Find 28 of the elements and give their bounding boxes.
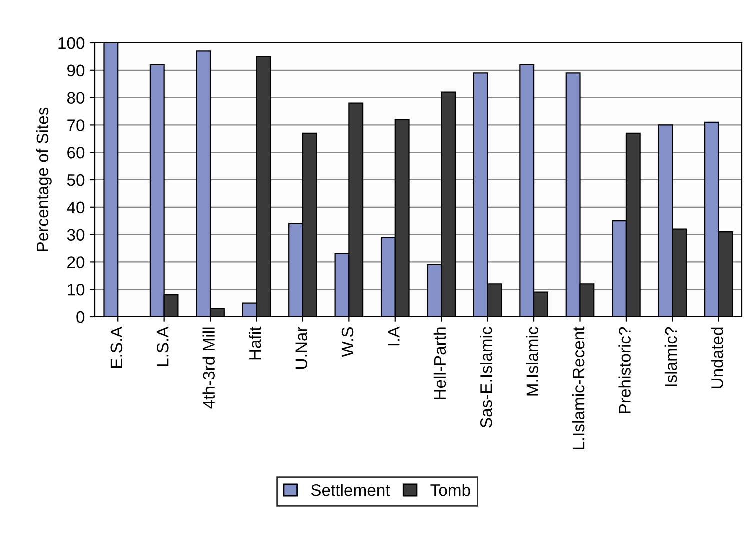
y-tick-label: 10 [68,284,85,296]
y-tick-label: 100 [58,37,85,50]
y-tick-label: 60 [68,147,85,159]
x-tick-label: Hafit [248,326,262,360]
y-tick-label: 80 [67,92,85,104]
y-tick-label: 40 [67,202,85,214]
y-tick-label: 20 [68,256,85,268]
x-tick-label: Islamic? [664,327,678,386]
x-tick-label: M.Islamic [526,327,539,396]
x-tick-label: L.S.A [156,326,169,366]
x-tick-label: Sas-E.Islamic [480,327,492,428]
x-tick-label: U.Nar [296,327,308,369]
x-tick-label: Undated [711,328,724,388]
x-tick-label: Prehistoric? [618,327,631,414]
legend-label: Settlement [311,484,390,496]
y-tick-label: 50 [67,174,85,186]
y-tick-label: 90 [68,64,85,77]
x-tick-label: I.A [388,326,400,346]
y-tick-label: 30 [67,229,85,242]
legend-label: Tomb [430,484,470,496]
y-tick-label: 0 [76,311,85,324]
x-tick-label: E.S.A [110,326,123,368]
x-tick-label: Hell-Parth [434,328,446,400]
x-tick-label: 4th-3rd Mill [202,328,216,409]
y-tick-label: 70 [68,120,85,132]
x-tick-label: L.Islamic-Recent [572,326,585,450]
x-tick-label: W.S [342,327,354,358]
y-axis-title: Percentage of Sites [36,108,52,252]
